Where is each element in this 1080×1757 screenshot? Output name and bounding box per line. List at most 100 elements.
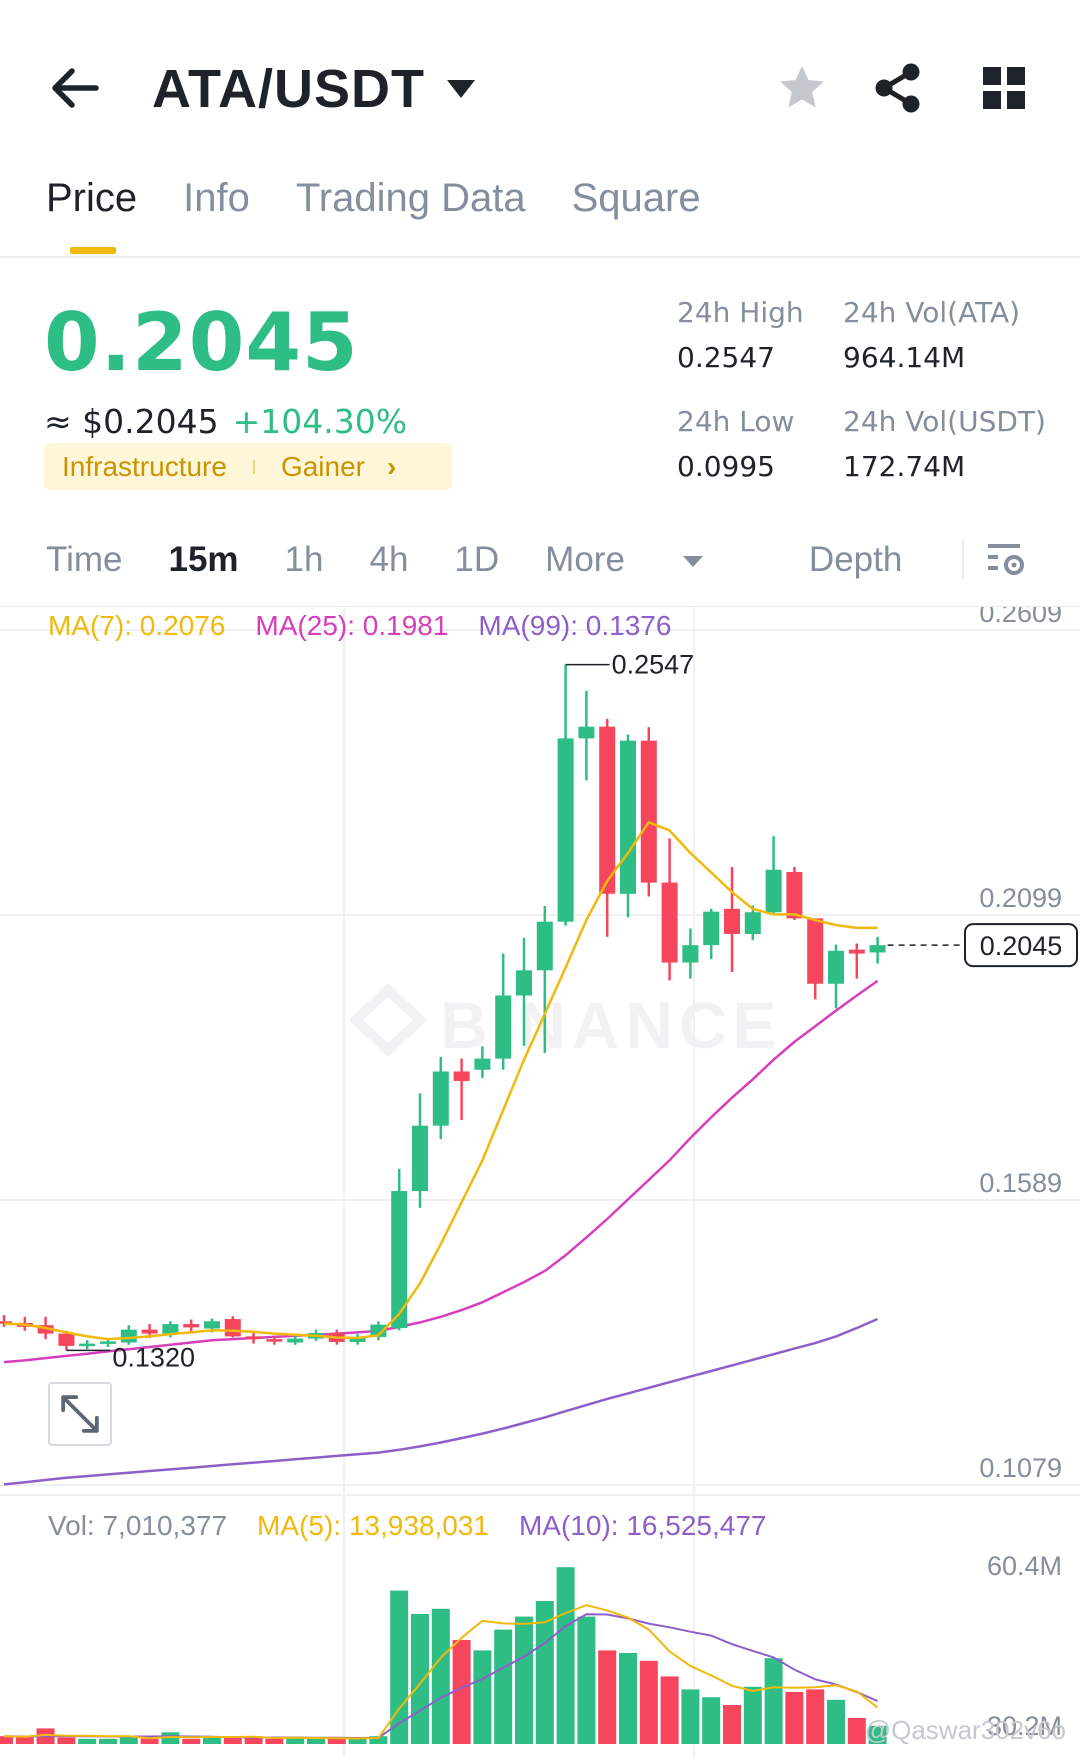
volume-bar xyxy=(223,1737,242,1744)
chevron-right-icon: › xyxy=(387,450,397,482)
depth-tab[interactable]: Depth xyxy=(808,540,903,579)
volume-bar xyxy=(286,1737,305,1744)
ma99-label: MA(99): 0.1376 xyxy=(478,610,672,641)
share-icon[interactable] xyxy=(870,60,926,116)
interval-15m[interactable]: 15m xyxy=(168,540,239,579)
volume-ma5-label: MA(5): 13,938,031 xyxy=(257,1510,489,1541)
candle xyxy=(765,869,782,913)
volume-legend: Vol: 7,010,377 MA(5): 13,938,031 MA(10):… xyxy=(48,1510,766,1542)
candle xyxy=(869,945,886,953)
tab-price[interactable]: Price xyxy=(46,176,138,220)
interval-1d[interactable]: 1D xyxy=(454,540,500,579)
volume-bar xyxy=(515,1616,533,1744)
ma25-line xyxy=(3,979,879,1364)
volume-bar xyxy=(0,1736,13,1744)
candle xyxy=(640,740,657,883)
back-arrow-icon[interactable] xyxy=(48,62,100,114)
star-icon[interactable] xyxy=(774,60,830,116)
volume-bar xyxy=(57,1737,76,1744)
watermark: BINANCE xyxy=(440,988,783,1062)
volume-bar xyxy=(161,1732,180,1744)
candle xyxy=(141,1329,158,1334)
tag-separator xyxy=(252,459,255,474)
tab-bar: Price Info Trading Data Square xyxy=(46,176,701,221)
volume-bar xyxy=(785,1692,804,1744)
stat-24h-vol-ata: 24h Vol(ATA) 964.14M xyxy=(843,296,1020,374)
interval-separator xyxy=(962,540,964,578)
pair-label: ATA/USDT xyxy=(152,59,425,119)
volume-bar xyxy=(847,1718,866,1744)
candle xyxy=(100,1341,116,1344)
interval-bar: Time 15m 1h 4h 1D More Depth xyxy=(46,540,948,580)
candle xyxy=(848,949,865,954)
binance-logo-icon xyxy=(348,983,428,1057)
caret-down-icon xyxy=(446,80,475,98)
tab-trading-data[interactable]: Trading Data xyxy=(295,176,526,220)
tab-info[interactable]: Info xyxy=(183,176,250,220)
stat-label: 24h Low xyxy=(677,405,795,438)
candle xyxy=(432,1071,449,1126)
candle xyxy=(370,1324,387,1337)
price-change: +104.30% xyxy=(232,402,408,441)
volume-bar xyxy=(702,1697,721,1744)
candle xyxy=(599,726,616,894)
volume-bar xyxy=(244,1737,263,1744)
divider xyxy=(0,606,1080,607)
tag-bar[interactable]: Infrastructure Gainer › xyxy=(44,443,452,490)
candle xyxy=(474,1058,491,1070)
volume-bar xyxy=(78,1738,97,1744)
candle xyxy=(557,738,574,922)
candle xyxy=(245,1336,262,1340)
candle xyxy=(661,882,678,963)
pair-selector[interactable]: ATA/USDT xyxy=(152,58,475,120)
volume-ma5-line xyxy=(3,1604,879,1740)
candle xyxy=(349,1336,366,1342)
candle xyxy=(495,995,512,1059)
stat-24h-vol-usdt: 24h Vol(USDT) 172.74M xyxy=(843,405,1046,483)
tag-infrastructure[interactable]: Infrastructure xyxy=(62,450,227,482)
divider xyxy=(0,256,1080,258)
volume-bar xyxy=(868,1725,887,1744)
volume-bar xyxy=(265,1738,284,1744)
y-tick-label: 0.2609 xyxy=(979,607,1062,628)
price-chart[interactable]: BINANCE 0.2609 0.2099 0.1589 0.1079 0.2547 0.1… xyxy=(0,607,1080,1757)
ma25-label: MA(25): 0.1981 xyxy=(255,610,449,641)
candle xyxy=(224,1319,241,1337)
volume-bar xyxy=(140,1738,159,1744)
chart-settings-icon[interactable] xyxy=(986,538,1028,580)
volume-bar xyxy=(452,1640,471,1744)
stat-label: 24h High xyxy=(677,296,804,329)
candle xyxy=(578,726,595,739)
y-tick-label: 0.1079 xyxy=(979,1453,1062,1483)
y-tick-label: 0.1589 xyxy=(979,1168,1062,1198)
volume-bar xyxy=(827,1699,845,1744)
active-tab-indicator xyxy=(70,247,116,254)
tab-square[interactable]: Square xyxy=(571,176,701,220)
grid-icon[interactable] xyxy=(976,60,1032,116)
candle xyxy=(37,1325,54,1334)
volume-bar xyxy=(307,1738,325,1744)
volume-bar xyxy=(348,1738,367,1744)
candle xyxy=(807,918,824,984)
volume-bar xyxy=(764,1658,783,1744)
expand-icon[interactable] xyxy=(48,1382,112,1446)
candle xyxy=(516,970,532,996)
interval-4h[interactable]: 4h xyxy=(369,540,409,579)
interval-more[interactable]: More xyxy=(545,540,749,580)
candle xyxy=(204,1321,220,1329)
tag-gainer[interactable]: Gainer xyxy=(280,450,365,482)
candle xyxy=(620,740,636,894)
candle xyxy=(266,1339,283,1342)
candle xyxy=(724,908,740,934)
volume-bar xyxy=(203,1737,221,1744)
candle xyxy=(453,1071,470,1081)
volume-bar xyxy=(535,1601,554,1744)
interval-1h[interactable]: 1h xyxy=(284,540,324,579)
volume-bar xyxy=(639,1660,658,1744)
candle xyxy=(79,1343,96,1347)
volume-bar xyxy=(681,1689,700,1744)
candle xyxy=(391,1191,408,1328)
ma99-line xyxy=(3,1317,879,1486)
volume-bar xyxy=(15,1737,34,1744)
interval-time[interactable]: Time xyxy=(46,540,123,579)
